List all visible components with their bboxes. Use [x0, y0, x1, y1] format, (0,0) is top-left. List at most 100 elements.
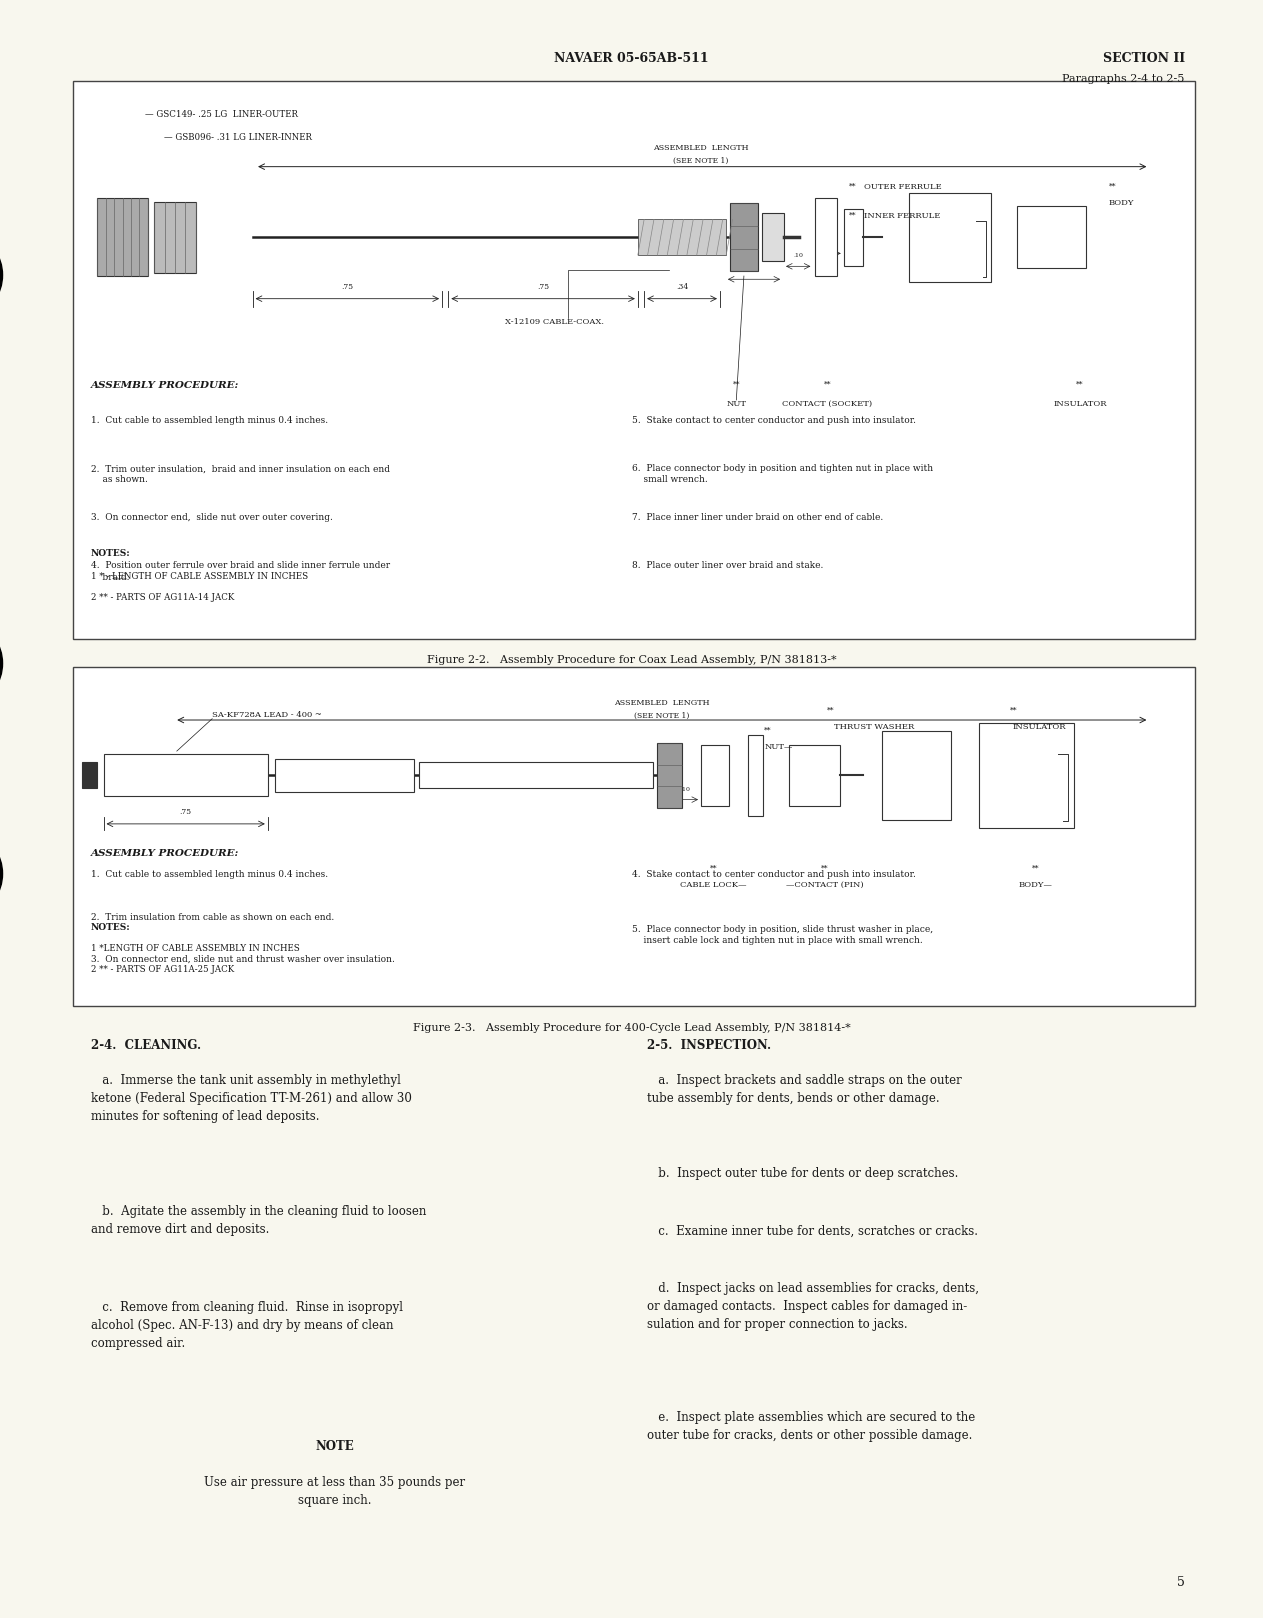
Text: **: ** — [733, 380, 740, 388]
Circle shape — [0, 239, 3, 311]
Text: .10: .10 — [823, 241, 834, 246]
Bar — [657, 743, 682, 807]
Text: **: ** — [821, 864, 829, 872]
Bar — [701, 744, 729, 806]
Text: 1 *LENGTH OF CABLE ASSEMBLY IN INCHES: 1 *LENGTH OF CABLE ASSEMBLY IN INCHES — [91, 943, 299, 953]
Bar — [154, 202, 196, 273]
Text: 2 ** - PARTS OF AG11A-14 JACK: 2 ** - PARTS OF AG11A-14 JACK — [91, 592, 235, 602]
Text: CONTACT (SOCKET): CONTACT (SOCKET) — [782, 400, 873, 408]
Bar — [73, 667, 1195, 1006]
Bar — [882, 731, 951, 820]
Bar — [815, 199, 837, 277]
Bar — [97, 199, 148, 277]
Text: 1 * - LENGTH OF CABLE ASSEMBLY IN INCHES: 1 * - LENGTH OF CABLE ASSEMBLY IN INCHES — [91, 571, 308, 581]
Text: .18: .18 — [749, 264, 759, 272]
Text: 5.  Stake contact to center conductor and push into insulator.: 5. Stake contact to center conductor and… — [632, 416, 916, 426]
Text: Figure 2-2.   Assembly Procedure for Coax Lead Assembly, P/N 381813-*: Figure 2-2. Assembly Procedure for Coax … — [427, 655, 836, 665]
Text: BODY: BODY — [1109, 199, 1134, 207]
Text: THRUST WASHER: THRUST WASHER — [834, 723, 914, 731]
Text: c.  Examine inner tube for dents, scratches or cracks.: c. Examine inner tube for dents, scratch… — [647, 1225, 978, 1238]
Text: .75: .75 — [537, 283, 549, 291]
Text: NUT—: NUT— — [764, 743, 792, 751]
Bar — [909, 193, 991, 282]
Text: a.  Inspect brackets and saddle straps on the outer
tube assembly for dents, ben: a. Inspect brackets and saddle straps on… — [647, 1074, 961, 1105]
Text: 2-5.  INSPECTION.: 2-5. INSPECTION. — [647, 1039, 770, 1052]
Text: a.  Immerse the tank unit assembly in methylethyl
ketone (Federal Specification : a. Immerse the tank unit assembly in met… — [91, 1074, 412, 1123]
Text: b.  Inspect outer tube for dents or deep scratches.: b. Inspect outer tube for dents or deep … — [647, 1168, 959, 1181]
Text: b.  Agitate the assembly in the cleaning fluid to loosen
and remove dirt and dep: b. Agitate the assembly in the cleaning … — [91, 1205, 427, 1236]
Text: — GSC149- .25 LG  LINER-OUTER: — GSC149- .25 LG LINER-OUTER — [145, 110, 298, 120]
Text: e.  Inspect plate assemblies which are secured to the
outer tube for cracks, den: e. Inspect plate assemblies which are se… — [647, 1411, 975, 1442]
Text: 8.  Place outer liner over braid and stake.: 8. Place outer liner over braid and stak… — [632, 561, 823, 571]
Text: —CONTACT (PIN): —CONTACT (PIN) — [786, 880, 864, 888]
Text: NAVAER 05-65AB-511: NAVAER 05-65AB-511 — [554, 52, 709, 65]
Text: **: ** — [823, 380, 831, 388]
Text: 2-4.  CLEANING.: 2-4. CLEANING. — [91, 1039, 201, 1052]
Text: (SEE NOTE 1): (SEE NOTE 1) — [634, 712, 690, 720]
Text: 1.  Cut cable to assembled length minus 0.4 inches.: 1. Cut cable to assembled length minus 0… — [91, 416, 328, 426]
Text: **: ** — [849, 212, 856, 220]
Bar — [844, 209, 863, 265]
Text: NOTE: NOTE — [316, 1440, 354, 1453]
Text: SA-KF728A LEAD - 400 ~: SA-KF728A LEAD - 400 ~ — [212, 710, 322, 718]
Text: OUTER FERRULE: OUTER FERRULE — [864, 183, 942, 191]
Text: d.  Inspect jacks on lead assemblies for cracks, dents,
or damaged contacts.  In: d. Inspect jacks on lead assemblies for … — [647, 1281, 979, 1332]
Circle shape — [0, 838, 3, 909]
Text: CABLE LOCK—: CABLE LOCK— — [681, 880, 746, 888]
Text: (SEE NOTE 1): (SEE NOTE 1) — [673, 157, 729, 165]
Text: ASSEMBLED  LENGTH: ASSEMBLED LENGTH — [614, 699, 710, 707]
Text: 5.  Place connector body in position, slide thrust washer in place,
    insert c: 5. Place connector body in position, sli… — [632, 925, 932, 945]
Text: SECTION II: SECTION II — [1103, 52, 1185, 65]
Text: 3.  On connector end, slide nut and thrust washer over insulation.: 3. On connector end, slide nut and thrus… — [91, 955, 395, 964]
Text: .10: .10 — [681, 786, 690, 791]
Text: **: ** — [849, 183, 856, 191]
Text: 1.  Cut cable to assembled length minus 0.4 inches.: 1. Cut cable to assembled length minus 0… — [91, 870, 328, 880]
Text: Figure 2-3.   Assembly Procedure for 400-Cycle Lead Assembly, P/N 381814-*: Figure 2-3. Assembly Procedure for 400-C… — [413, 1023, 850, 1032]
Text: 6.  Place connector body in position and tighten nut in place with
    small wre: 6. Place connector body in position and … — [632, 464, 932, 484]
Bar — [275, 759, 414, 791]
Text: NUT: NUT — [726, 400, 746, 408]
Bar — [638, 220, 726, 256]
Text: **: ** — [1032, 864, 1039, 872]
Text: X-12109 CABLE-COAX.: X-12109 CABLE-COAX. — [505, 319, 604, 327]
Bar — [762, 214, 784, 262]
Text: 3.  On connector end,  slide nut over outer covering.: 3. On connector end, slide nut over oute… — [91, 513, 333, 523]
Text: **: ** — [1076, 380, 1084, 388]
Bar — [748, 735, 763, 815]
Text: 2.  Trim outer insulation,  braid and inner insulation on each end
    as shown.: 2. Trim outer insulation, braid and inne… — [91, 464, 390, 484]
Bar — [73, 81, 1195, 639]
Text: 4.  Position outer ferrule over braid and slide inner ferrule under
    braid.: 4. Position outer ferrule over braid and… — [91, 561, 390, 581]
Bar — [789, 744, 840, 806]
Text: **: ** — [764, 726, 772, 735]
Text: .10: .10 — [793, 254, 803, 259]
Text: NOTES:: NOTES: — [91, 922, 130, 932]
Text: **: ** — [827, 707, 835, 715]
Text: — GSB096- .31 LG LINER-INNER: — GSB096- .31 LG LINER-INNER — [164, 133, 312, 142]
Bar — [104, 754, 268, 796]
Text: c.  Remove from cleaning fluid.  Rinse in isopropyl
alcohol (Spec. AN-F-13) and : c. Remove from cleaning fluid. Rinse in … — [91, 1301, 403, 1349]
Text: **: ** — [710, 864, 717, 872]
Bar — [82, 762, 97, 788]
Text: .75: .75 — [179, 807, 192, 815]
Text: NOTES:: NOTES: — [91, 549, 130, 558]
Text: **: ** — [1109, 183, 1116, 191]
Text: INNER FERRULE: INNER FERRULE — [864, 212, 940, 220]
Text: **: ** — [1010, 707, 1018, 715]
Text: ASSEMBLY PROCEDURE:: ASSEMBLY PROCEDURE: — [91, 380, 239, 390]
Text: 2.  Trim insulation from cable as shown on each end.: 2. Trim insulation from cable as shown o… — [91, 913, 335, 922]
Text: INSULATOR: INSULATOR — [1013, 723, 1066, 731]
Bar — [419, 762, 653, 788]
Text: .34: .34 — [676, 283, 688, 291]
Text: INSULATOR: INSULATOR — [1053, 400, 1106, 408]
Text: Use air pressure at less than 35 pounds per
square inch.: Use air pressure at less than 35 pounds … — [205, 1476, 465, 1506]
Bar — [1017, 207, 1086, 269]
Text: 5: 5 — [1177, 1576, 1185, 1589]
Bar — [979, 723, 1074, 828]
Bar — [730, 204, 758, 272]
Text: 7.  Place inner liner under braid on other end of cable.: 7. Place inner liner under braid on othe… — [632, 513, 883, 523]
Text: 2 ** - PARTS OF AG11A-25 JACK: 2 ** - PARTS OF AG11A-25 JACK — [91, 964, 234, 974]
Text: ASSEMBLY PROCEDURE:: ASSEMBLY PROCEDURE: — [91, 849, 239, 858]
Circle shape — [0, 628, 3, 699]
Text: 4.  Stake contact to center conductor and push into insulator.: 4. Stake contact to center conductor and… — [632, 870, 916, 880]
Text: Paragraphs 2-4 to 2-5: Paragraphs 2-4 to 2-5 — [1062, 74, 1185, 84]
